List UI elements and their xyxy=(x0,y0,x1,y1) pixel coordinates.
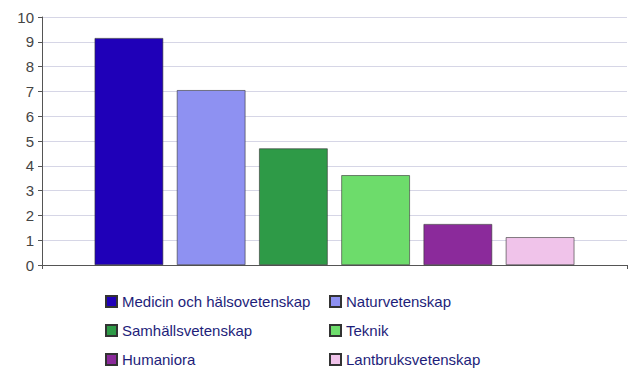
svg-text:Samhällsvetenskap: Samhällsvetenskap xyxy=(122,322,252,339)
svg-text:Teknik: Teknik xyxy=(346,322,389,339)
svg-text:4: 4 xyxy=(26,157,34,174)
svg-text:10: 10 xyxy=(17,9,34,26)
svg-text:0: 0 xyxy=(26,257,34,274)
svg-text:8: 8 xyxy=(26,58,34,75)
svg-text:1: 1 xyxy=(26,232,34,249)
svg-text:7: 7 xyxy=(26,83,34,100)
svg-text:6: 6 xyxy=(26,108,34,125)
svg-text:Naturvetenskap: Naturvetenskap xyxy=(346,293,451,310)
svg-text:Humaniora: Humaniora xyxy=(122,351,196,368)
svg-text:3: 3 xyxy=(26,182,34,199)
svg-text:9: 9 xyxy=(26,33,34,50)
svg-text:Medicin och hälsovetenskap: Medicin och hälsovetenskap xyxy=(122,293,310,310)
svg-text:Lantbruksvetenskap: Lantbruksvetenskap xyxy=(346,351,480,368)
svg-text:2: 2 xyxy=(26,207,34,224)
svg-text:5: 5 xyxy=(26,133,34,150)
